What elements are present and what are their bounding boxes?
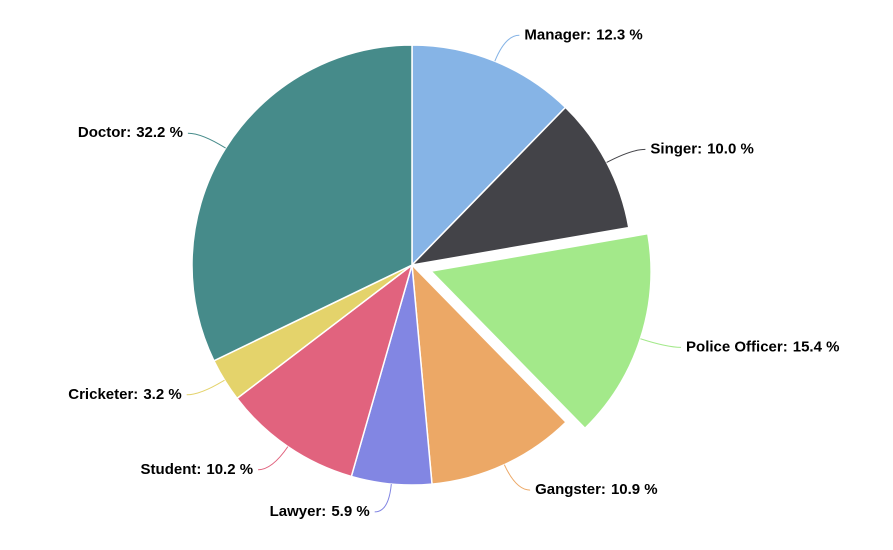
connector [374, 483, 392, 513]
label-value: 10.2 % [206, 461, 253, 478]
pie-slice [429, 232, 652, 430]
label-value: 5.9 % [331, 503, 369, 520]
connector [503, 464, 531, 491]
label-value: 10.0 % [707, 140, 754, 157]
connector [494, 34, 520, 62]
data-label: Lawyer: 5.9 % [270, 503, 370, 520]
data-label: Cricketer: 3.2 % [68, 386, 181, 403]
connector [606, 148, 646, 163]
label-name: Cricketer: [68, 386, 138, 403]
label-name: Gangster: [535, 481, 606, 498]
label-value: 10.9 % [611, 481, 658, 498]
label-value: 12.3 % [596, 26, 643, 43]
connector [186, 379, 225, 396]
pie-slice [235, 263, 414, 478]
data-label: Singer: 10.0 % [650, 140, 753, 157]
data-label: Doctor: 32.2 % [78, 124, 183, 141]
connector [258, 446, 289, 471]
data-label: Manager: 12.3 % [524, 26, 642, 43]
data-label: Student: 10.2 % [141, 461, 254, 478]
label-name: Lawyer: [270, 503, 327, 520]
label-value: 3.2 % [143, 386, 181, 403]
label-value: 15.4 % [793, 338, 840, 355]
label-value: 32.2 % [136, 124, 183, 141]
data-label: Gangster: 10.9 % [535, 481, 658, 498]
label-name: Singer: [650, 140, 702, 157]
connector [187, 132, 226, 149]
label-name: Manager: [524, 26, 591, 43]
label-name: Police Officer: [686, 338, 788, 355]
connector [640, 338, 682, 348]
data-label: Police Officer: 15.4 % [686, 338, 839, 355]
label-name: Student: [141, 461, 202, 478]
pie-slice [191, 44, 413, 362]
pie-slice [411, 262, 568, 485]
label-name: Doctor: [78, 124, 131, 141]
